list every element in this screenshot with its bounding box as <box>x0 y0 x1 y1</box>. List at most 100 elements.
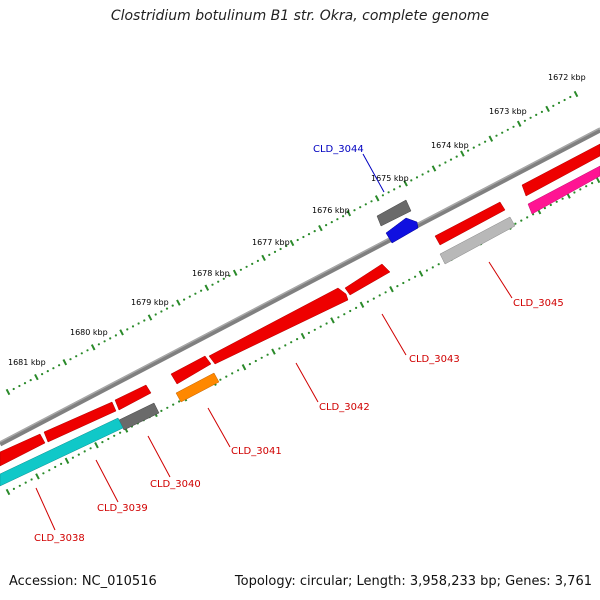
gene-cld3041-orange[interactable] <box>175 372 220 403</box>
ruler-dot <box>137 322 140 325</box>
genome-summary-text: Topology: circular; Length: 3,958,233 bp… <box>234 574 592 589</box>
ruler-tick <box>573 90 579 98</box>
ruler-dot <box>393 188 396 191</box>
ruler-tick <box>119 329 124 336</box>
map-title: Clostridium botulinum B1 str. Okra, comp… <box>110 8 490 24</box>
gene-label-cld3041[interactable]: CLD_3041 <box>231 446 282 457</box>
ruler-tick <box>147 314 153 321</box>
gene-label-cld3040[interactable]: CLD_3040 <box>150 479 201 490</box>
ruler-tick <box>5 388 11 396</box>
ruler-dot <box>449 158 453 161</box>
ruler-dot <box>421 173 424 176</box>
ruler-tick <box>545 105 550 113</box>
ruler-dot <box>370 200 373 203</box>
gene-cld3041-red[interactable] <box>170 355 212 385</box>
ruler-dot <box>384 291 387 294</box>
ruler-dot <box>501 131 504 134</box>
gene-cld3038-red[interactable] <box>0 433 46 467</box>
ruler-tick <box>261 254 266 262</box>
ruler-dot <box>228 274 231 277</box>
ruler-tick <box>64 457 70 464</box>
ruler-dot <box>557 101 561 104</box>
gene-cld3045-upper-red[interactable] <box>521 143 600 197</box>
gene-label-cld3039[interactable]: CLD_3039 <box>97 503 148 514</box>
gene-cld3039-cyan[interactable] <box>0 417 124 487</box>
gene-cld3044-gray[interactable] <box>376 199 412 227</box>
ruler-dot <box>160 310 163 313</box>
kbp-ruler-outer <box>5 90 579 396</box>
ruler-dot <box>69 358 72 361</box>
ruler-tick <box>271 348 276 355</box>
ruler-dot <box>387 191 390 194</box>
gene-cld3043-red[interactable] <box>344 263 391 296</box>
ruler-dot <box>188 295 191 298</box>
gene-cld3042-red[interactable] <box>208 287 349 365</box>
ruler-dot <box>248 363 251 366</box>
ruler-dot <box>472 146 475 149</box>
ruler-dot <box>529 116 532 119</box>
ruler-dot <box>569 95 572 99</box>
ruler-tick <box>403 180 408 187</box>
gene-cld3045-red[interactable] <box>434 201 506 246</box>
ruler-dot <box>410 179 413 182</box>
gene-cld3039-red[interactable] <box>43 401 117 443</box>
ruler-dot <box>402 281 405 285</box>
ruler-tick <box>35 473 40 480</box>
accession-text: Accession: NC_010516 <box>9 574 157 589</box>
gene-label-cld3044[interactable]: CLD_3044 <box>313 144 364 155</box>
ruler-dot <box>183 298 186 301</box>
ruler-dot <box>408 278 411 281</box>
ruler-tick <box>176 299 181 306</box>
ruler-dot <box>12 387 15 391</box>
kbp-label-1673: 1673 kbp <box>489 107 527 116</box>
ruler-dot <box>484 140 487 143</box>
ruler-dot <box>60 462 63 465</box>
ruler-dot <box>18 484 21 487</box>
kbp-label-1681: 1681 kbp <box>8 358 46 367</box>
kbp-label-1672: 1672 kbp <box>548 73 586 82</box>
ruler-tick <box>595 176 600 184</box>
ruler-dot <box>12 487 15 490</box>
ruler-dot <box>552 104 555 107</box>
ruler-dot <box>160 409 163 412</box>
ruler-dot <box>296 338 299 341</box>
ruler-dot <box>217 280 220 283</box>
gene-label-cld3042[interactable]: CLD_3042 <box>319 402 370 413</box>
ruler-dot <box>415 176 419 179</box>
ruler-dot <box>41 373 44 376</box>
ruler-dot <box>23 382 27 385</box>
ruler-dot <box>211 283 214 286</box>
ruler-dot <box>307 331 310 334</box>
ruler-dot <box>172 403 175 406</box>
gene-label-cld3038[interactable]: CLD_3038 <box>34 533 85 544</box>
ruler-dot <box>29 379 32 382</box>
ruler-dot <box>260 356 263 359</box>
ruler-dot <box>398 185 401 188</box>
ruler-dot <box>444 161 447 164</box>
ruler-dot <box>171 304 174 307</box>
ruler-dot <box>225 375 228 378</box>
gene-cld3040-red[interactable] <box>114 384 152 411</box>
ruler-dot <box>467 149 470 152</box>
ruler-tick <box>460 150 465 157</box>
ruler-dot <box>126 328 129 331</box>
ruler-dot <box>101 441 104 444</box>
gene-cld3045-pink[interactable] <box>527 165 600 215</box>
ruler-tick <box>232 269 238 276</box>
ruler-dot <box>579 188 582 191</box>
gene-features[interactable] <box>0 143 600 487</box>
gene-label-cld3043[interactable]: CLD_3043 <box>409 354 460 365</box>
kbp-labels: 1672 kbp 1673 kbp 1674 kbp 1675 kbp 1676… <box>8 73 586 367</box>
ruler-dot <box>200 289 203 292</box>
gene-label-cld3045[interactable]: CLD_3045 <box>513 298 564 309</box>
ruler-dot <box>381 194 384 197</box>
ruler-dot <box>555 200 558 203</box>
gene-cld3044-blue[interactable] <box>385 217 419 244</box>
gene-cld3045-lightgray[interactable] <box>439 216 516 265</box>
ruler-dot <box>251 262 254 265</box>
ruler-dot <box>245 265 248 268</box>
ruler-dots-outer <box>12 95 572 391</box>
ruler-dot <box>343 313 346 316</box>
ruler-dot <box>114 334 117 337</box>
